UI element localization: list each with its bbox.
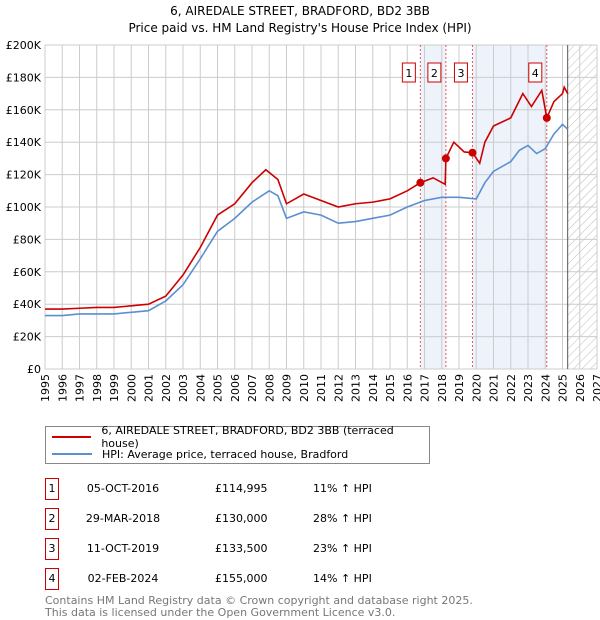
x-tick-label: 2018 bbox=[436, 374, 449, 402]
x-tick-label: 2001 bbox=[143, 374, 156, 402]
sale-hpi-diff: 23% ↑ HPI bbox=[313, 542, 372, 555]
sale-point bbox=[416, 178, 425, 187]
y-tick-label: £160K bbox=[6, 104, 42, 117]
x-tick-label: 2006 bbox=[229, 374, 242, 402]
sale-marker-label: 2 bbox=[431, 67, 438, 80]
x-tick-label: 2009 bbox=[281, 374, 294, 402]
sale-row: 2 29-MAR-2018 £130,000 28% ↑ HPI bbox=[45, 508, 545, 530]
sale-price: £133,500 bbox=[215, 542, 268, 555]
x-tick-label: 2003 bbox=[177, 374, 190, 402]
y-tick-label: £60K bbox=[13, 266, 42, 279]
x-tick-label: 1997 bbox=[74, 374, 87, 402]
chart-title: 6, AIREDALE STREET, BRADFORD, BD2 3BB bbox=[170, 4, 430, 18]
sale-marker-label: 3 bbox=[457, 67, 464, 80]
sale-number: 4 bbox=[45, 568, 59, 590]
sale-marker-box bbox=[401, 62, 416, 83]
y-tick-label: £80K bbox=[13, 233, 42, 246]
sale-hpi-diff: 11% ↑ HPI bbox=[313, 482, 372, 495]
legend-label-property: 6, AIREDALE STREET, BRADFORD, BD2 3BB (t… bbox=[101, 424, 394, 450]
x-tick-label: 2011 bbox=[315, 374, 328, 402]
legend-label-hpi: HPI: Average price, terraced house, Brad… bbox=[102, 447, 349, 461]
x-tick-label: 2027 bbox=[591, 374, 600, 402]
x-tick-label: 2013 bbox=[350, 374, 363, 402]
y-tick-label: £0 bbox=[27, 363, 41, 376]
sale-row: 1 05-OCT-2016 £114,995 11% ↑ HPI bbox=[45, 478, 545, 500]
x-tick-label: 2007 bbox=[246, 374, 259, 402]
sale-point bbox=[441, 154, 450, 163]
chart-subtitle: Price paid vs. HM Land Registry's House … bbox=[128, 21, 471, 35]
footer-line-2: This data is licensed under the Open Gov… bbox=[45, 606, 396, 619]
x-tick-label: 2004 bbox=[194, 374, 207, 402]
sale-marker-label: 4 bbox=[532, 67, 539, 80]
legend-blue-line bbox=[52, 453, 92, 455]
sale-hpi-diff: 28% ↑ HPI bbox=[313, 512, 372, 525]
x-tick-label: 2008 bbox=[263, 374, 276, 402]
x-tick-label: 2019 bbox=[453, 374, 466, 402]
sale-date: 02-FEB-2024 bbox=[87, 572, 159, 585]
x-tick-label: 2010 bbox=[298, 374, 311, 402]
legend-red-line bbox=[52, 436, 92, 438]
y-tick-label: £20K bbox=[13, 331, 42, 344]
sale-date: 05-OCT-2016 bbox=[86, 482, 160, 495]
sale-row: 3 11-OCT-2019 £133,500 23% ↑ HPI bbox=[45, 538, 545, 560]
sale-row: 4 02-FEB-2024 £155,000 14% ↑ HPI bbox=[45, 568, 545, 590]
x-tick-label: 2014 bbox=[367, 374, 380, 402]
x-tick-label: 2017 bbox=[419, 374, 432, 402]
sale-point bbox=[542, 113, 551, 122]
y-tick-label: £140K bbox=[6, 136, 42, 149]
x-tick-label: 2002 bbox=[160, 374, 173, 402]
y-tick-label: £200K bbox=[6, 39, 42, 52]
x-tick-label: 1999 bbox=[108, 374, 121, 402]
legend: 6, AIREDALE STREET, BRADFORD, BD2 3BB (t… bbox=[45, 424, 430, 464]
y-tick-label: £120K bbox=[6, 169, 42, 182]
price-chart: 6, AIREDALE STREET, BRADFORD, BD2 3BB Pr… bbox=[6, 4, 600, 402]
y-tick-label: £40K bbox=[13, 298, 42, 311]
y-tick-label: £180K bbox=[6, 71, 42, 84]
x-tick-label: 2015 bbox=[384, 374, 397, 402]
sale-marker-box bbox=[528, 62, 543, 83]
x-tick-label: 2005 bbox=[212, 374, 225, 402]
sale-number: 1 bbox=[45, 478, 59, 500]
sale-point bbox=[468, 148, 477, 157]
x-tick-label: 2000 bbox=[125, 374, 138, 402]
sale-marker-label: 1 bbox=[405, 67, 412, 80]
x-tick-label: 2012 bbox=[332, 374, 345, 402]
x-tick-label: 2024 bbox=[539, 374, 552, 402]
sale-date: 11-OCT-2019 bbox=[86, 542, 160, 555]
series-line bbox=[45, 84, 569, 310]
x-tick-label: 1998 bbox=[91, 374, 104, 402]
x-tick-label: 2023 bbox=[522, 374, 535, 402]
series-line bbox=[45, 123, 569, 317]
sale-price: £155,000 bbox=[215, 572, 268, 585]
y-tick-label: £100K bbox=[6, 201, 42, 214]
x-tick-label: 2016 bbox=[401, 374, 414, 402]
x-tick-label: 1995 bbox=[39, 374, 52, 402]
sale-date: 29-MAR-2018 bbox=[85, 512, 161, 525]
sale-marker-box bbox=[453, 62, 468, 83]
x-tick-label: 2020 bbox=[470, 374, 483, 402]
sale-number: 2 bbox=[45, 508, 59, 530]
footer: Contains HM Land Registry data © Crown c… bbox=[45, 595, 473, 619]
sale-hpi-diff: 14% ↑ HPI bbox=[313, 572, 372, 585]
sale-price: £130,000 bbox=[215, 512, 268, 525]
footer-line-1: Contains HM Land Registry data © Crown c… bbox=[45, 594, 473, 607]
x-tick-label: 2022 bbox=[505, 374, 518, 402]
x-tick-label: 2026 bbox=[574, 374, 587, 402]
x-tick-label: 2025 bbox=[557, 374, 570, 402]
x-tick-label: 2021 bbox=[488, 374, 501, 402]
x-tick-label: 1996 bbox=[56, 374, 69, 402]
sale-marker-box bbox=[427, 62, 442, 83]
sale-price: £114,995 bbox=[215, 482, 268, 495]
sale-number: 3 bbox=[45, 538, 59, 560]
